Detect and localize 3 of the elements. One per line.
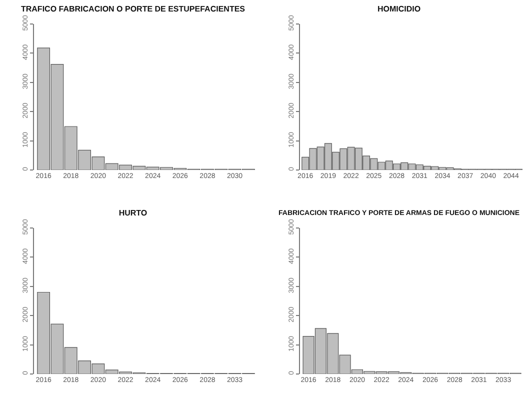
chart-title: TRAFICO FABRICACION O PORTE DE ESTUPEFACIENTES [20, 4, 246, 14]
chart-title: HOMICIDIO [377, 4, 421, 14]
chart-title: HURTO [118, 208, 148, 218]
